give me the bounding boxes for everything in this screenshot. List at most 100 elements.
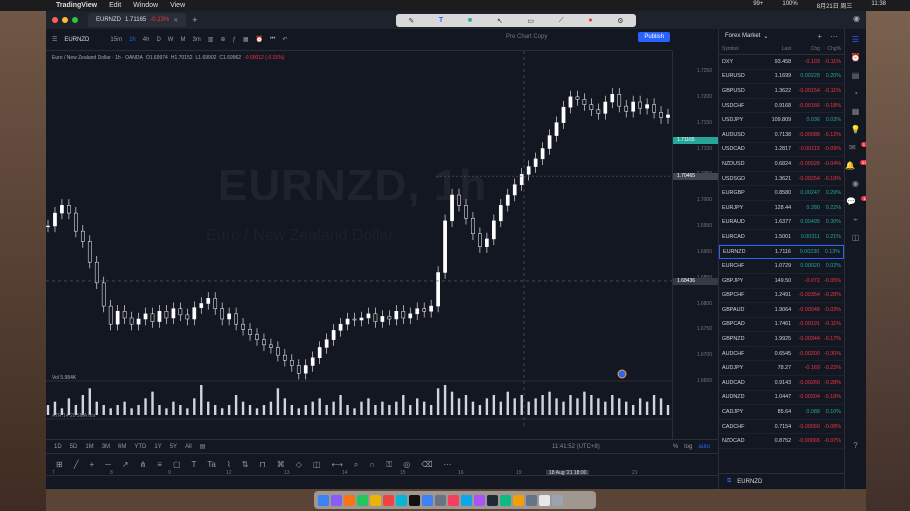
safari-icon[interactable] [344,494,355,506]
watchlist-row[interactable]: GBPAUD 1.9064 -0.00048 -0.03% [719,303,844,318]
calendar-app-icon[interactable] [383,494,394,506]
fill-color-icon[interactable]: ■ [467,17,473,24]
minimize-window-icon[interactable] [62,17,68,23]
watchlist-row[interactable]: USDCHF 0.9168 -0.00166 -0.18% [719,99,844,114]
interval-w[interactable]: W [167,36,174,43]
watchlist-row[interactable]: AUDNZD 1.0447 -0.00204 -0.19% [719,391,844,406]
brush-tool-icon[interactable]: ⌘ [276,460,285,469]
annotation-icon[interactable]: ◫ [312,460,321,469]
chart-tab[interactable]: EURNZD 1.71165 -0.13% ✕ [88,13,187,27]
messages-app-icon[interactable] [357,494,368,506]
templates-icon[interactable]: ▦ [242,37,249,43]
shapes-icon[interactable]: ◇ [295,460,302,469]
pitchfork-icon[interactable]: ⋔ [139,460,147,469]
watchlist-row[interactable]: DXY 93.458 -0.103 -0.11% [719,55,844,70]
watchlist-row[interactable]: USDSGD 1.3621 -0.00254 -0.19% [719,172,844,187]
app-store-icon[interactable] [422,494,433,506]
app-icon-16[interactable] [513,494,524,506]
publish-button[interactable]: Publish [638,32,670,42]
layout-name[interactable]: Pre Chart Copy [506,34,548,40]
cursor-cross-icon[interactable]: ⊞ [56,460,63,469]
alert-icon[interactable]: ⏰ [255,37,263,43]
interval-4h[interactable]: 4h [142,36,150,43]
interval-m[interactable]: M [180,36,186,43]
interval-1h[interactable]: 1h [129,36,136,43]
indicators-icon[interactable]: ƒ [232,36,236,43]
watchlist-row[interactable]: EURGBP 0.8580 0.00247 0.29% [719,186,844,201]
launchpad-icon[interactable] [331,494,342,506]
watchlist-row[interactable]: AUDJPY 78.27 -0.169 -0.22% [719,361,844,377]
menu-icon[interactable]: ☰ [52,37,58,43]
record-icon[interactable]: ● [588,17,593,24]
brush-icon[interactable]: ✎ [408,17,415,25]
range-5d[interactable]: 5D [69,443,78,450]
watchlist-row[interactable]: GBPCHF 1.2491 -0.00354 -0.28% [719,289,844,304]
watchlist-row[interactable]: NZDCAD 0.8752 -0.00065 -0.07% [719,434,844,450]
replay-icon[interactable]: ⏮ [270,36,276,42]
zoom-icon[interactable]: ⌕ [353,459,359,469]
auto-scale[interactable]: auto [698,443,710,450]
interval-d[interactable]: D [156,36,161,43]
menu-window[interactable]: Window [133,2,159,9]
ray-icon[interactable]: ↗ [121,460,129,469]
alerts-clock-icon[interactable]: ⏰ [850,53,861,62]
watchlist-row[interactable]: EURAUD 1.6377 0.00495 0.30% [719,216,844,231]
ideas-icon[interactable]: 💡 [850,125,861,134]
watchlist-row[interactable]: AUDCHF 0.6545 -0.00200 -0.30% [719,347,844,362]
music-app-icon[interactable] [448,494,459,506]
chart-type-icon[interactable]: ▥ [207,37,214,43]
notes-app-icon[interactable] [370,494,381,506]
watchlist-row[interactable]: USDCAD 1.2817 -0.00115 -0.09% [719,143,844,158]
menu-app-name[interactable]: TradingView [56,2,98,9]
rectangle-icon[interactable]: ▭ [527,17,535,25]
range-1y[interactable]: 1Y [154,443,162,450]
trading-panel-icon[interactable]: ⌁ [853,215,858,224]
watchlist-row[interactable]: USDJPY 109.809 0.036 0.03% [719,113,844,128]
compare-icon[interactable]: ⊕ [220,37,226,43]
terminal-app-icon[interactable] [409,494,420,506]
col-symbol[interactable]: Symbol [722,45,739,52]
photos-app-icon[interactable] [474,494,485,506]
lock-icon[interactable]: ⚿ [386,459,393,469]
forecast-icon[interactable]: ⊓ [259,460,266,469]
menu-view[interactable]: View [170,2,186,9]
note-icon[interactable]: Ta [207,460,216,469]
watchlist-icon[interactable]: ☰ [851,35,860,44]
crosshair-icon[interactable]: + [89,460,95,469]
app-icon-17[interactable] [526,494,537,506]
more-tools-icon[interactable]: ⋯ [443,460,452,469]
log-scale[interactable]: log [684,443,693,450]
user-icon[interactable]: ◉ [853,14,860,23]
notification-count[interactable]: 99+ [753,1,764,7]
watchlist-footer[interactable]: ⧉ EURNZD [719,473,845,489]
measure-icon[interactable]: ⟷ [331,460,343,469]
undo-icon[interactable]: ↶ [282,37,288,43]
eye-icon[interactable]: ◎ [403,460,411,469]
add-symbol-icon[interactable]: + [817,31,822,41]
range-5y[interactable]: 5Y [169,443,178,450]
text-tool-icon[interactable]: T [438,17,444,24]
battery-level[interactable]: 100% [782,1,798,7]
chart-pane[interactable]: EURNZD, 1h Euro / New Zealand Dollar Eur… [46,51,672,476]
watchlist-row[interactable]: CADCHF 0.7154 -0.00060 -0.08% [719,420,844,435]
wechat-app-icon[interactable] [487,494,498,506]
long-position-icon[interactable]: ⇅ [241,460,249,469]
new-tab-icon[interactable]: + [192,15,198,25]
watchlist-row[interactable]: GBPCAD 1.7461 -0.00191 -0.11% [719,318,844,333]
watchlist-row[interactable]: EURNZD 1.7116 0.00230 0.13% [719,244,844,260]
calendar-icon[interactable]: ▦ [851,107,860,116]
settings-app-icon[interactable] [435,494,446,506]
magnet-icon[interactable]: ∩ [369,460,376,469]
col-chg[interactable]: Chg [810,45,820,52]
watchlist-row[interactable]: NZDUSD 0.6824 -0.00028 -0.04% [719,157,844,172]
chevron-down-icon[interactable]: ⌄ [763,33,769,40]
chat-icon[interactable]: ✉ 1 [849,142,866,152]
range-6m[interactable]: 6M [118,443,127,450]
price-chart[interactable] [46,51,672,439]
line-tool-icon[interactable]: ⟋ [558,16,564,24]
data-window-icon[interactable]: ▤ [851,71,860,80]
range-ytd[interactable]: YTD [134,443,147,450]
help-icon[interactable]: ? [853,441,858,450]
price-axis[interactable]: 1.72501.72001.71501.71001.70501.70001.69… [672,51,719,439]
tradingview-app-icon[interactable] [461,494,472,506]
